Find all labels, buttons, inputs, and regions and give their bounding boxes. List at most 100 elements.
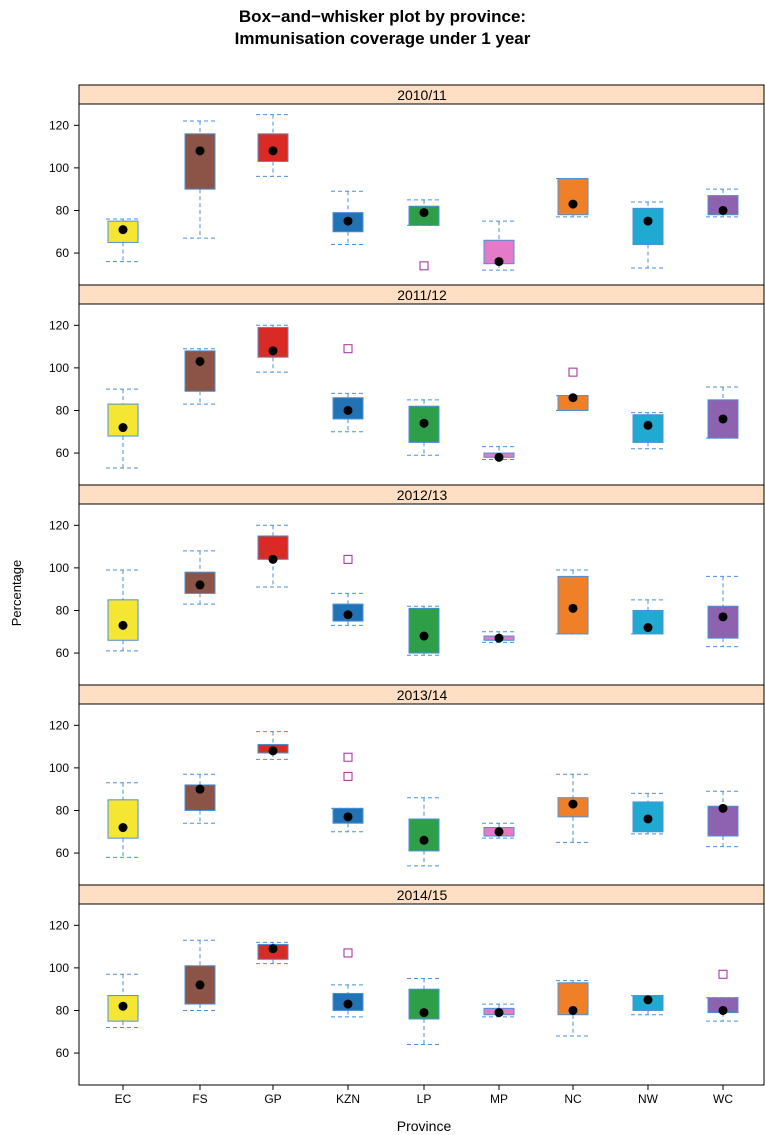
median-dot bbox=[494, 827, 504, 837]
median-dot bbox=[268, 944, 278, 954]
box-FS bbox=[183, 348, 217, 405]
panel-strip-label: 2011/12 bbox=[397, 287, 447, 303]
outlier-point bbox=[568, 367, 578, 377]
box-WC bbox=[706, 790, 740, 848]
median-dot bbox=[718, 612, 728, 622]
box-LP bbox=[407, 605, 441, 656]
box-KZN bbox=[331, 190, 365, 246]
panel-strip-label: 2014/15 bbox=[397, 887, 448, 903]
box-EC bbox=[106, 782, 140, 858]
panel-frame bbox=[78, 703, 765, 886]
median-dot bbox=[643, 814, 653, 824]
box-GP bbox=[256, 941, 290, 965]
box-WC bbox=[706, 969, 740, 1022]
box-KZN bbox=[331, 554, 365, 626]
box-FS bbox=[183, 773, 217, 824]
outlier-point bbox=[343, 771, 353, 781]
box-NW bbox=[631, 599, 665, 635]
median-dot bbox=[195, 980, 205, 990]
box-KZN bbox=[331, 344, 365, 433]
x-tick-label: LP bbox=[417, 1092, 432, 1106]
median-dot bbox=[343, 812, 353, 822]
y-tick-label: 120 bbox=[49, 518, 69, 532]
box-NC bbox=[556, 178, 590, 218]
box-rect bbox=[707, 399, 739, 439]
box-rect bbox=[257, 326, 289, 358]
x-tick-label: NC bbox=[564, 1092, 582, 1106]
median-dot bbox=[343, 216, 353, 226]
y-tick-label: 100 bbox=[49, 961, 69, 975]
panel-frame bbox=[78, 903, 765, 1086]
median-dot bbox=[195, 784, 205, 794]
panel-frame bbox=[78, 303, 765, 486]
box-WC bbox=[706, 188, 740, 218]
y-tick-label: 100 bbox=[49, 361, 69, 375]
median-dot bbox=[419, 208, 429, 218]
median-dot bbox=[118, 225, 128, 235]
box-EC bbox=[106, 973, 140, 1029]
median-dot bbox=[195, 580, 205, 590]
median-dot bbox=[419, 418, 429, 428]
box-NW bbox=[631, 412, 665, 450]
box-LP bbox=[407, 399, 441, 456]
y-tick-label: 60 bbox=[56, 1046, 70, 1060]
median-dot bbox=[268, 554, 278, 564]
outlier-point bbox=[419, 261, 429, 271]
box-rect bbox=[632, 207, 664, 246]
panel-2010-11: 2010/11 60 80 100 120 bbox=[49, 84, 765, 286]
outlier-point bbox=[343, 344, 353, 354]
box-WC bbox=[706, 575, 740, 648]
box-GP bbox=[256, 114, 290, 177]
median-dot bbox=[568, 393, 578, 403]
box-LP bbox=[407, 199, 441, 271]
x-tick-label: KZN bbox=[336, 1092, 360, 1106]
box-rect bbox=[107, 799, 139, 839]
median-dot bbox=[419, 631, 429, 641]
panel-frame bbox=[78, 103, 765, 286]
box-MP bbox=[482, 220, 516, 271]
box-NC bbox=[556, 773, 590, 843]
box-NC bbox=[556, 980, 590, 1037]
median-dot bbox=[643, 216, 653, 226]
box-WC bbox=[706, 386, 740, 439]
median-dot bbox=[718, 414, 728, 424]
box-NW bbox=[631, 792, 665, 835]
median-dot bbox=[568, 603, 578, 613]
box-GP bbox=[256, 324, 290, 373]
panel-strip-label: 2012/13 bbox=[397, 487, 448, 503]
median-dot bbox=[494, 257, 504, 267]
box-EC bbox=[106, 218, 140, 263]
median-dot bbox=[718, 205, 728, 215]
box-NC bbox=[556, 569, 590, 635]
x-tick-label: GP bbox=[264, 1092, 281, 1106]
median-dot bbox=[718, 1005, 728, 1015]
median-dot bbox=[643, 995, 653, 1005]
box-rect bbox=[632, 609, 664, 635]
x-tick-label: EC bbox=[115, 1092, 132, 1106]
panel-strip-label: 2013/14 bbox=[397, 687, 448, 703]
median-dot bbox=[718, 803, 728, 813]
x-tick-label: FS bbox=[192, 1092, 207, 1106]
panel-frame bbox=[78, 503, 765, 686]
y-tick-label: 100 bbox=[49, 761, 69, 775]
box-rect bbox=[557, 178, 589, 216]
outlier-point bbox=[343, 752, 353, 762]
median-dot bbox=[343, 405, 353, 415]
median-dot bbox=[643, 623, 653, 633]
box-EC bbox=[106, 388, 140, 469]
outlier-point bbox=[718, 969, 728, 979]
box-NC bbox=[556, 367, 590, 411]
box-FS bbox=[183, 939, 217, 1011]
box-rect bbox=[707, 605, 739, 639]
y-tick-label: 80 bbox=[56, 603, 70, 617]
median-dot bbox=[118, 620, 128, 630]
median-dot bbox=[268, 746, 278, 756]
box-MP bbox=[482, 822, 516, 839]
median-dot bbox=[494, 633, 504, 643]
median-dot bbox=[118, 823, 128, 833]
box-NW bbox=[631, 995, 665, 1016]
median-dot bbox=[568, 799, 578, 809]
box-rect bbox=[408, 607, 440, 654]
outlier-point bbox=[343, 948, 353, 958]
